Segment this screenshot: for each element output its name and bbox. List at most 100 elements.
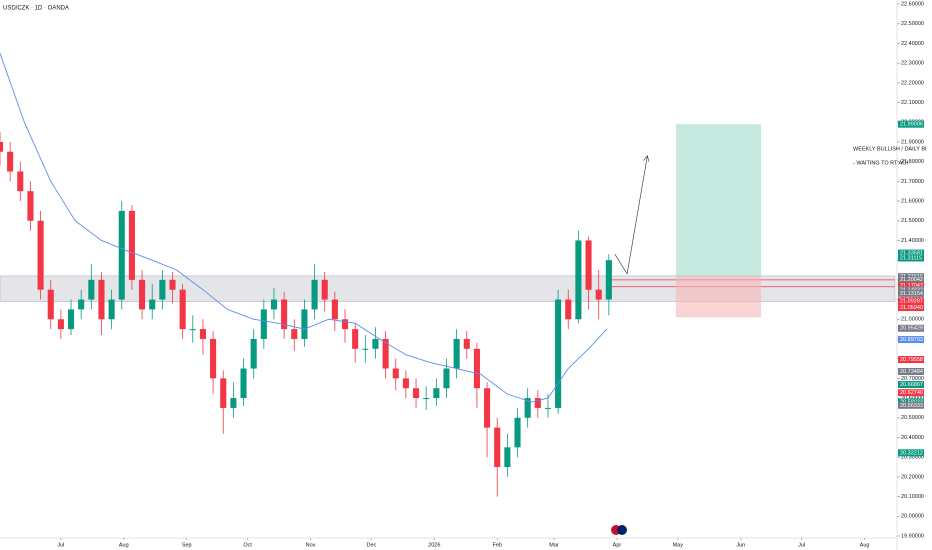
- y-tick-label: 20.70000: [901, 376, 924, 382]
- x-tick-label: Nov: [306, 542, 316, 548]
- price-tag: [898, 297, 924, 305]
- candle-body: [88, 279, 95, 300]
- candle-body: [565, 299, 572, 320]
- candle-body: [57, 319, 64, 330]
- candle-body: [372, 338, 379, 349]
- candle-body: [159, 279, 166, 300]
- candle-body: [37, 220, 44, 290]
- price-tag-label: 21.33581: [900, 251, 923, 257]
- x-tick-label: Apr: [613, 542, 622, 548]
- moving-average: [0, 53, 608, 403]
- y-tick-label: 20.10000: [901, 494, 924, 500]
- price-tag-label: 21.31115: [900, 255, 922, 261]
- price-tag-label: 20.95429: [900, 326, 923, 332]
- y-tick-label: 21.50000: [901, 218, 924, 224]
- price-tag: [898, 289, 924, 297]
- price-tag: [898, 324, 924, 332]
- price-tag: [898, 249, 924, 257]
- x-tick-label: Oct: [243, 542, 252, 548]
- x-tick-label: Jun: [736, 542, 745, 548]
- candle-body: [78, 299, 85, 310]
- y-tick-label: 21.80000: [901, 159, 924, 165]
- price-tag: [898, 368, 924, 376]
- y-tick-label: 21.70000: [901, 179, 924, 185]
- y-tick-label: 22.20000: [901, 80, 924, 86]
- y-tick-label: 22.50000: [901, 21, 924, 27]
- y-tick-label: 22.30000: [901, 61, 924, 67]
- x-tick-label: 2026: [428, 542, 440, 548]
- candle-body: [484, 388, 491, 428]
- price-tag: [898, 282, 924, 290]
- candle-body: [139, 279, 146, 310]
- price-tag: [898, 336, 924, 344]
- y-tick-label: 21.60000: [901, 198, 924, 204]
- y-tick-label: 22.40000: [901, 41, 924, 47]
- price-tag-label: 21.05940: [900, 305, 923, 311]
- candle-body: [321, 279, 328, 300]
- candle-body: [98, 279, 105, 320]
- candle-body: [250, 338, 257, 369]
- price-tag: [898, 381, 924, 389]
- candle-body: [169, 279, 176, 290]
- candle-body: [534, 398, 541, 408]
- price-tag: [898, 120, 924, 128]
- price-tag-label: 20.89703: [900, 337, 923, 343]
- flag-icon: [611, 525, 627, 535]
- candle-body: [311, 279, 318, 310]
- candle-body: [595, 289, 602, 300]
- candle-body: [575, 240, 582, 320]
- x-tick-label: Jul: [57, 542, 64, 548]
- y-tick-label: 21.40000: [901, 238, 924, 244]
- price-tag-label: 20.73484: [900, 369, 923, 375]
- candle-body: [443, 368, 450, 389]
- y-tick-label: 21.90000: [901, 139, 924, 145]
- y-tick-label: 22.10000: [901, 100, 924, 106]
- x-tick-label: Feb: [492, 542, 501, 548]
- candle-body: [240, 368, 247, 399]
- candle-body: [352, 329, 359, 349]
- projection-arrow: [614, 155, 648, 275]
- candle-body: [270, 299, 278, 310]
- profit-zone: [675, 124, 762, 276]
- candle-body: [392, 368, 399, 379]
- candle-body: [220, 378, 227, 408]
- x-tick-label: Sep: [182, 542, 192, 548]
- candle-body: [179, 289, 186, 330]
- candle-body: [473, 348, 480, 389]
- x-tick-label: May: [673, 542, 684, 548]
- price-tag: [898, 389, 924, 397]
- candle-body: [291, 329, 298, 339]
- candle-body: [230, 398, 237, 408]
- price-tag-label: 21.09287: [900, 298, 923, 304]
- candle-body: [423, 398, 430, 400]
- y-tick-label: 20.30000: [901, 455, 924, 461]
- candle-body: [514, 417, 521, 448]
- price-tag-label: 20.56333: [900, 403, 923, 409]
- candle-body: [555, 299, 562, 408]
- loss-zone: [675, 275, 762, 318]
- y-tick-label: 20.40000: [901, 435, 924, 441]
- arrow-head: [643, 154, 650, 162]
- price-tag-label: 21.13154: [900, 291, 923, 297]
- candle-body: [199, 329, 206, 339]
- candle-body: [128, 210, 135, 280]
- candle-body: [281, 299, 288, 330]
- y-tick-label: 21.00000: [901, 317, 924, 323]
- candle-body: [189, 329, 196, 331]
- candle-body: [331, 299, 338, 320]
- y-tick-label: 20.00000: [901, 514, 924, 520]
- price-tag-label: 21.17047: [900, 283, 923, 289]
- candle-body: [585, 240, 592, 290]
- candle-body: [108, 299, 115, 320]
- price-tag: [898, 401, 924, 409]
- candle-body: [0, 141, 4, 152]
- candle-body: [7, 151, 14, 172]
- candle-body: [17, 171, 24, 192]
- candle-body: [210, 338, 217, 379]
- candle-body: [453, 338, 460, 369]
- candle-body: [412, 388, 420, 399]
- candle-body: [433, 388, 440, 399]
- candle-body: [544, 407, 552, 409]
- candle-body: [341, 319, 349, 330]
